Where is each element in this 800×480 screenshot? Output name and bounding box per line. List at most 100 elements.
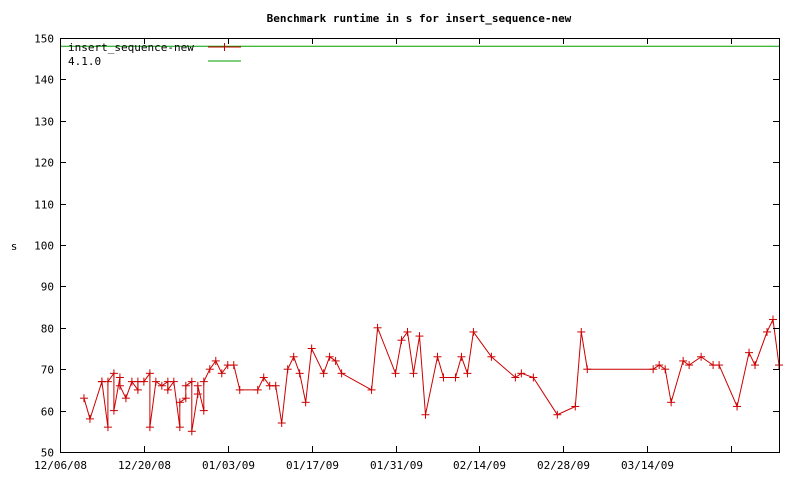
data-point: [103, 377, 112, 386]
data-point: [301, 398, 310, 407]
data-point: [181, 394, 190, 403]
data-point: [175, 398, 184, 407]
data-point: [517, 369, 526, 378]
data-point: [187, 377, 196, 386]
data-point: [181, 381, 190, 390]
data-point: [121, 394, 130, 403]
data-point: [667, 398, 676, 407]
data-point: [451, 373, 460, 382]
data-point: [235, 385, 244, 394]
data-point: [295, 369, 304, 378]
legend: insert_sequence-new 4.1.0: [68, 41, 241, 68]
data-point: [649, 365, 658, 374]
data-point: [217, 369, 226, 378]
x-tick-label: 01/17/09: [286, 459, 339, 472]
data-point: [337, 369, 346, 378]
data-point: [679, 356, 688, 365]
data-point: [751, 361, 760, 370]
y-tick-label: 120: [34, 157, 54, 170]
y-tick-label: 110: [34, 199, 54, 212]
data-point: [655, 361, 664, 370]
data-point: [133, 385, 142, 394]
data-point: [163, 385, 172, 394]
x-tick-label: 02/28/09: [537, 459, 590, 472]
data-point: [199, 406, 208, 415]
data-point: [139, 377, 148, 386]
y-tick-label: 60: [41, 406, 54, 419]
data-point: [319, 369, 328, 378]
data-point: [457, 352, 466, 361]
y-tick-label: 150: [34, 33, 54, 46]
x-tick-label: 01/03/09: [202, 459, 255, 472]
data-point: [145, 423, 154, 432]
data-point: [220, 43, 229, 51]
legend-label-series-2: 4.1.0: [68, 55, 101, 68]
data-point: [391, 369, 400, 378]
legend-label-series-1: insert_sequence-new: [68, 41, 194, 54]
data-point: [745, 348, 754, 357]
data-point: [397, 336, 406, 345]
data-point: [193, 381, 202, 390]
data-point: [433, 352, 442, 361]
data-point: [193, 390, 202, 399]
data-point: [697, 352, 706, 361]
data-point: [409, 369, 418, 378]
data-point: [79, 394, 88, 403]
data-point: [85, 414, 94, 423]
data-point: [157, 381, 166, 390]
data-point: [103, 423, 112, 432]
data-point: [463, 369, 472, 378]
data-point: [763, 327, 772, 336]
series-line-1: [83, 317, 780, 432]
data-point: [403, 327, 412, 336]
x-tick-label: 03/14/09: [621, 459, 674, 472]
y-tick-label: 80: [41, 323, 54, 336]
data-point: [259, 373, 268, 382]
data-point: [769, 315, 778, 324]
data-point: [421, 410, 430, 419]
y-tick-label: 70: [41, 364, 54, 377]
y-tick-label: 140: [34, 74, 54, 87]
data-point: [229, 361, 238, 370]
data-point: [283, 365, 292, 374]
data-point: [175, 423, 184, 432]
data-point: [151, 377, 160, 386]
y-tick-label: 130: [34, 116, 54, 129]
y-axis-label: s: [11, 240, 18, 253]
data-point: [439, 373, 448, 382]
data-point: [577, 327, 586, 336]
data-point: [571, 402, 580, 411]
x-tick-label: 02/14/09: [453, 459, 506, 472]
data-point: [205, 365, 214, 374]
data-point: [331, 356, 340, 365]
y-tick-label: 90: [41, 281, 54, 294]
data-point: [661, 365, 670, 374]
x-tick-label: 12/06/08: [34, 459, 87, 472]
data-point: [529, 373, 538, 382]
x-tick-label: 01/31/09: [370, 459, 423, 472]
data-point: [373, 323, 382, 332]
data-point: [253, 385, 262, 394]
data-point: [325, 352, 334, 361]
data-point: [211, 356, 220, 365]
data-point: [277, 419, 286, 428]
data-point: [733, 402, 742, 411]
data-point: [115, 373, 124, 382]
data-point: [469, 327, 478, 336]
data-point: [289, 352, 298, 361]
plot-area: [60, 45, 783, 436]
data-point: [307, 344, 316, 353]
data-point: [169, 377, 178, 386]
data-point: [115, 381, 124, 390]
y-tick-label: 50: [41, 447, 54, 460]
data-point: [715, 361, 724, 370]
data-point: [109, 406, 118, 415]
x-tick-label: 12/20/08: [118, 459, 171, 472]
data-point: [271, 381, 280, 390]
chart-title: Benchmark runtime in s for insert_sequen…: [267, 12, 572, 25]
data-point: [199, 377, 208, 386]
data-point: [685, 361, 694, 370]
data-point: [415, 332, 424, 341]
data-point: [367, 385, 376, 394]
data-point: [145, 369, 154, 378]
